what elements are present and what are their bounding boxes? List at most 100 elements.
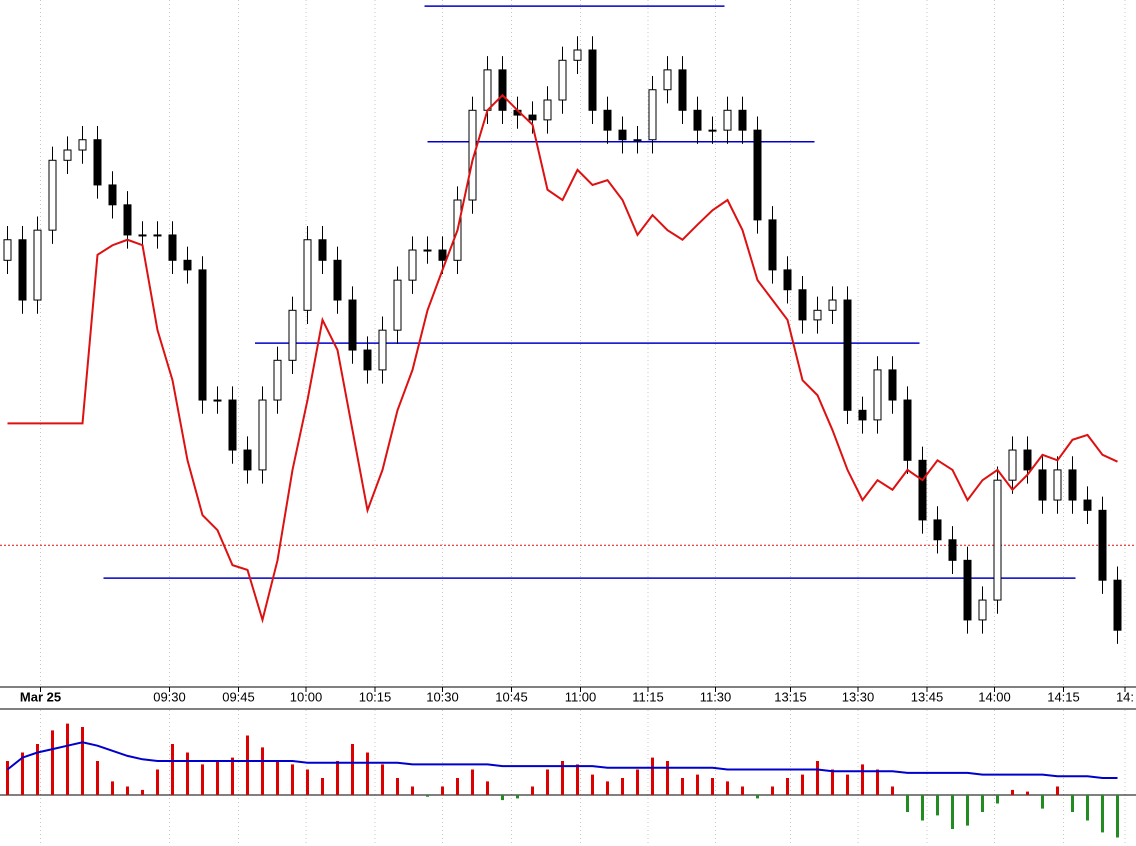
candle-body	[768, 219, 777, 271]
volume-bar	[6, 761, 9, 795]
volume-bar	[66, 723, 69, 795]
candle-body	[333, 259, 342, 301]
volume-bar	[1026, 791, 1029, 795]
volume-bar	[921, 795, 924, 821]
volume-bar	[546, 769, 549, 795]
x-tick-label: 10:00	[290, 689, 323, 704]
overlay-line	[7, 93, 1118, 624]
volume-bar	[756, 795, 759, 799]
candle-body	[543, 99, 552, 121]
candle-body	[483, 69, 492, 111]
volume-bar	[156, 769, 159, 795]
volume-bar	[111, 781, 114, 795]
candle-body	[318, 239, 327, 261]
volume-bar	[831, 769, 834, 795]
x-tick-label: 14:00	[978, 689, 1011, 704]
candle-body	[348, 299, 357, 351]
candle-body	[888, 369, 897, 401]
candle-body	[498, 69, 507, 111]
candle-body	[363, 349, 372, 371]
x-tick-label: 10:15	[359, 689, 392, 704]
candle-body	[273, 359, 282, 401]
volume-bar	[246, 735, 249, 795]
x-tick-label: 13:15	[774, 689, 807, 704]
volume-bar	[126, 786, 129, 795]
volume-bar	[336, 761, 339, 795]
candle-body	[243, 449, 252, 471]
candle-body	[78, 139, 87, 151]
x-tick-label: 11:15	[632, 689, 664, 704]
candle-body	[798, 289, 807, 321]
time-axis: Mar 25 09:30 09:45 10:00 10:15 10:30 10:45 11:0…	[20, 687, 1134, 704]
volume-bar	[861, 764, 864, 795]
candle-body	[378, 329, 387, 371]
candle-body	[33, 229, 42, 301]
candle-body	[288, 309, 297, 361]
volume-bar	[801, 774, 804, 795]
candle-body	[813, 309, 822, 321]
volume-bar	[171, 744, 174, 795]
candle-body	[903, 399, 912, 461]
candle-body	[648, 89, 657, 141]
x-tick-label: 10:30	[426, 689, 459, 704]
candle-body	[1038, 469, 1047, 501]
candle-body	[93, 139, 102, 186]
candle-body	[123, 204, 132, 236]
candle-body	[618, 129, 627, 141]
candle-body	[1098, 509, 1107, 581]
volume-panel	[0, 723, 1136, 838]
candle-body	[1023, 449, 1032, 471]
volume-bar	[576, 764, 579, 795]
x-tick-label: 09:30	[153, 689, 186, 704]
candle-body	[933, 519, 942, 541]
candle-body	[108, 184, 117, 206]
candle-body	[3, 239, 12, 261]
volume-bar	[561, 761, 564, 795]
volume-bar	[621, 778, 624, 795]
candle-body	[783, 269, 792, 291]
volume-bar	[846, 774, 849, 795]
candle-body	[423, 249, 432, 252]
volume-bar	[51, 730, 54, 795]
candle-body	[1068, 469, 1077, 501]
candle-body	[558, 59, 567, 101]
volume-bar	[426, 795, 429, 797]
candle-body	[438, 249, 447, 261]
candle-body	[468, 109, 477, 201]
candle-body	[198, 269, 207, 401]
candle-body	[708, 129, 717, 132]
volume-bar	[726, 781, 729, 795]
candle-body	[63, 149, 72, 161]
candle-body	[228, 399, 237, 451]
volume-bar	[1041, 795, 1044, 809]
x-tick-label: 14:	[1116, 689, 1134, 704]
candle-body	[1083, 499, 1092, 511]
candle-body	[963, 559, 972, 621]
candles	[3, 36, 1122, 644]
volume-bar	[591, 774, 594, 795]
candle-body	[1053, 469, 1062, 501]
x-tick-label: 10:45	[495, 689, 528, 704]
candle-body	[258, 399, 267, 471]
volume-bar	[876, 769, 879, 795]
candle-body	[828, 299, 837, 311]
volume-bar	[396, 778, 399, 795]
candle-body	[663, 69, 672, 91]
candle-body	[1113, 579, 1122, 631]
volume-bar	[1086, 795, 1089, 821]
candle-body	[183, 259, 192, 271]
x-tick-label: 14:15	[1047, 689, 1080, 704]
candle-body	[858, 409, 867, 421]
volume-bar	[636, 769, 639, 795]
candle-body	[723, 109, 732, 131]
x-tick-label: Mar 25	[20, 689, 61, 704]
x-tick-label: 13:30	[842, 689, 875, 704]
candle-body	[738, 109, 747, 131]
candle-body	[528, 114, 537, 121]
volume-bar	[216, 761, 219, 795]
volume-bar	[366, 752, 369, 795]
volume-bar	[471, 769, 474, 795]
volume-bar	[186, 752, 189, 795]
candle-body	[408, 249, 417, 281]
